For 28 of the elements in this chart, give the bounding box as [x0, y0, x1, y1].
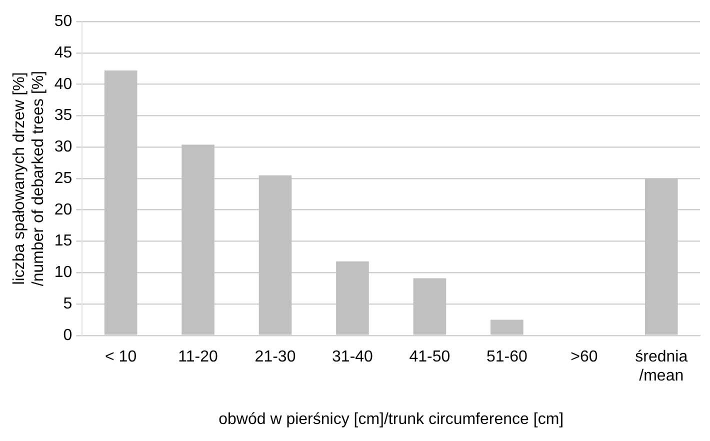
- y-tick-label: 25: [54, 170, 72, 187]
- y-tick-label: 10: [54, 264, 72, 282]
- y-axis-title: liczba spałowanych drzew [%] /number of debarked trees [%]: [11, 70, 48, 286]
- x-tick-label: >60: [570, 348, 598, 366]
- y-tick-label: 5: [63, 295, 72, 312]
- bar: [182, 144, 214, 335]
- bar: [258, 175, 292, 335]
- y-tick-label: 0: [63, 326, 72, 344]
- bar: [413, 278, 446, 335]
- y-tick-label: 45: [54, 44, 72, 62]
- y-tick-label: 15: [54, 232, 72, 250]
- y-tick-label: 30: [54, 138, 72, 156]
- x-axis-title: obwód w pierśnicy [cm]/trunk circumference [cm]: [218, 410, 564, 428]
- x-tick-label: 21-30: [254, 348, 296, 366]
- x-tick-label: średnia /mean: [635, 348, 688, 385]
- x-tick-label: 41-50: [409, 348, 450, 366]
- bar: [104, 70, 138, 335]
- y-tick-label: 40: [54, 76, 72, 93]
- bar: [336, 261, 369, 335]
- x-tick-label: 31-40: [332, 348, 374, 366]
- x-tick-label: 51-60: [486, 348, 528, 366]
- y-tick-label: 50: [54, 13, 72, 30]
- y-tick-label: 35: [54, 107, 72, 124]
- y-tick-label: 20: [54, 201, 72, 218]
- x-tick-label: 11-20: [178, 348, 218, 366]
- bar: [644, 178, 678, 335]
- x-tick-label: < 10: [105, 348, 137, 366]
- bar: [490, 320, 524, 335]
